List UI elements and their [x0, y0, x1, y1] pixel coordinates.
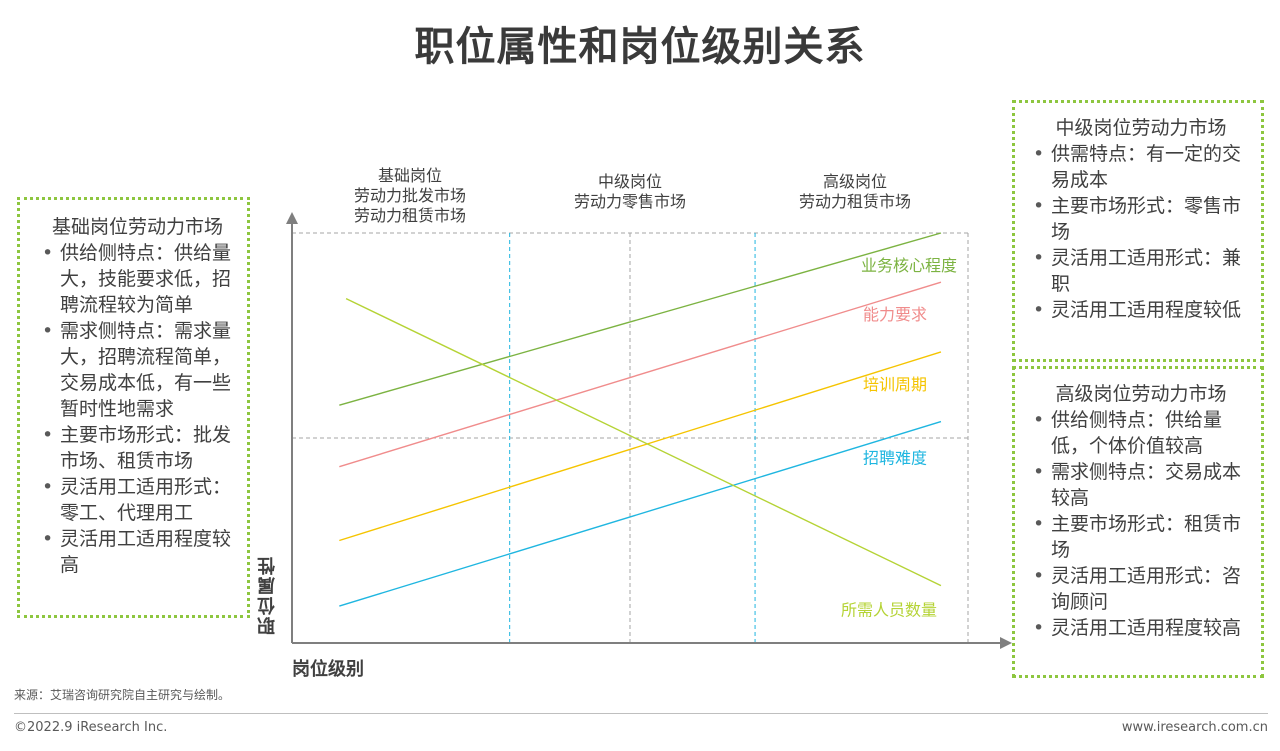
source-note: 来源：艾瑞咨询研究院自主研究与绘制。: [14, 688, 231, 702]
high-market-box: 高级岗位劳动力市场 供给侧特点：供给量低，个体价值较高 需求侧特点：交易成本较高…: [1012, 366, 1264, 678]
basic-market-title: 基础岗位劳动力市场: [51, 216, 223, 238]
x-axis-label: 岗位级别: [292, 659, 364, 680]
list-item: 灵活用工适用程度较低: [1027, 297, 1255, 323]
chart-axes: [286, 212, 1012, 649]
series-label: 培训周期: [863, 375, 927, 394]
column-header-line: 中级岗位: [597, 172, 662, 191]
x-axis-arrow: [1000, 637, 1012, 649]
series-line: [339, 420, 942, 607]
series-line: [339, 351, 942, 542]
list-item: 主要市场形式：租赁市场: [1027, 511, 1255, 563]
list-item: 需求侧特点：交易成本较高: [1027, 459, 1255, 511]
page-title: 职位属性和岗位级别关系: [414, 24, 866, 70]
list-item: 灵活用工适用形式：零工、代理用工: [36, 474, 239, 526]
mid-market-list: 供需特点：有一定的交易成本 主要市场形式：零售市场 灵活用工适用形式：兼职 灵活…: [1027, 141, 1255, 323]
high-market-title: 高级岗位劳动力市场: [1055, 383, 1227, 405]
column-header-high: 高级岗位 劳动力租赁市场: [775, 172, 935, 212]
basic-market-box: 基础岗位劳动力市场 供给侧特点：供给量大，技能要求低，招聘流程较为简单 需求侧特…: [17, 197, 250, 618]
copyright-text: ©2022.9 iResearch Inc.: [14, 720, 168, 735]
website-link[interactable]: www.iresearch.com.cn: [1121, 720, 1268, 735]
column-header-line: 劳动力零售市场: [573, 192, 686, 211]
list-item: 灵活用工适用形式：咨询顾问: [1027, 563, 1255, 615]
column-header-mid: 中级岗位 劳动力零售市场: [550, 172, 710, 212]
series-line: [339, 232, 942, 406]
list-item: 主要市场形式：零售市场: [1027, 193, 1255, 245]
list-item: 供给侧特点：供给量低，个体价值较高: [1027, 407, 1255, 459]
y-axis-label: 职位属性: [257, 555, 278, 635]
column-header-line: 高级岗位: [822, 172, 887, 191]
list-item: 灵活用工适用形式：兼职: [1027, 245, 1255, 297]
column-header-line: 劳动力租赁市场: [353, 206, 466, 225]
mid-market-title: 中级岗位劳动力市场: [1055, 117, 1227, 139]
series-label: 能力要求: [863, 305, 927, 324]
chart-grid: [292, 232, 969, 643]
y-axis-arrow: [286, 212, 298, 224]
footer-divider: [14, 713, 1268, 714]
list-item: 主要市场形式：批发市场、租赁市场: [36, 422, 239, 474]
basic-market-list: 供给侧特点：供给量大，技能要求低，招聘流程较为简单 需求侧特点：需求量大，招聘流…: [36, 240, 239, 578]
column-header-basic: 基础岗位 劳动力批发市场 劳动力租赁市场: [330, 166, 490, 226]
series-label: 业务核心程度: [861, 256, 957, 275]
series-line: [339, 281, 942, 468]
list-item: 灵活用工适用程度较高: [1027, 615, 1255, 641]
list-item: 供给侧特点：供给量大，技能要求低，招聘流程较为简单: [36, 240, 239, 318]
column-header-line: 基础岗位: [377, 166, 442, 185]
series-label: 招聘难度: [863, 449, 927, 468]
list-item: 需求侧特点：需求量大，招聘流程简单，交易成本低，有一些暂时性地需求: [36, 318, 239, 422]
column-header-line: 劳动力租赁市场: [798, 192, 911, 211]
mid-market-box: 中级岗位劳动力市场 供需特点：有一定的交易成本 主要市场形式：零售市场 灵活用工…: [1012, 100, 1264, 362]
column-header-line: 劳动力批发市场: [353, 186, 466, 205]
high-market-list: 供给侧特点：供给量低，个体价值较高 需求侧特点：交易成本较高 主要市场形式：租赁…: [1027, 407, 1255, 641]
series-line: [345, 297, 942, 587]
list-item: 供需特点：有一定的交易成本: [1027, 141, 1255, 193]
series-label: 所需人员数量: [841, 601, 937, 620]
list-item: 灵活用工适用程度较高: [36, 526, 239, 578]
